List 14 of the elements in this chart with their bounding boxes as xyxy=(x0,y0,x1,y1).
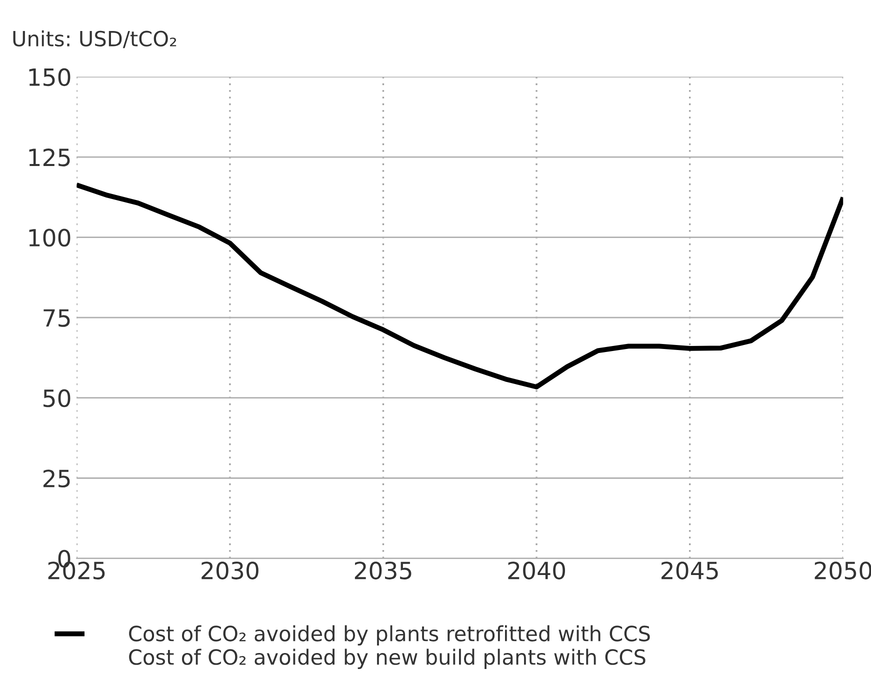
y-tick-label: 50 xyxy=(44,389,70,408)
y-tick-label: 125 xyxy=(29,148,70,166)
x-tick-label: 2030 xyxy=(202,562,258,580)
x-tick-label: 2035 xyxy=(354,562,412,580)
y-tick-label: 25 xyxy=(43,470,70,488)
x-tick-label: 2045 xyxy=(662,562,718,580)
y-tick-label: 100 xyxy=(29,228,70,247)
legend-label: Cost of CO₂ avoided by plants retrofitted with CCS xyxy=(129,625,650,646)
y-tick-label: 150 xyxy=(29,68,70,86)
x-tick-label: 2040 xyxy=(508,562,566,580)
text: Cost of CO₂ avoided by new build plants with CCS xyxy=(129,648,646,669)
y-tick-label: 75 xyxy=(44,309,70,327)
line-series xyxy=(76,182,844,390)
chart-title: Units: USD/tCO₂ xyxy=(13,30,176,48)
